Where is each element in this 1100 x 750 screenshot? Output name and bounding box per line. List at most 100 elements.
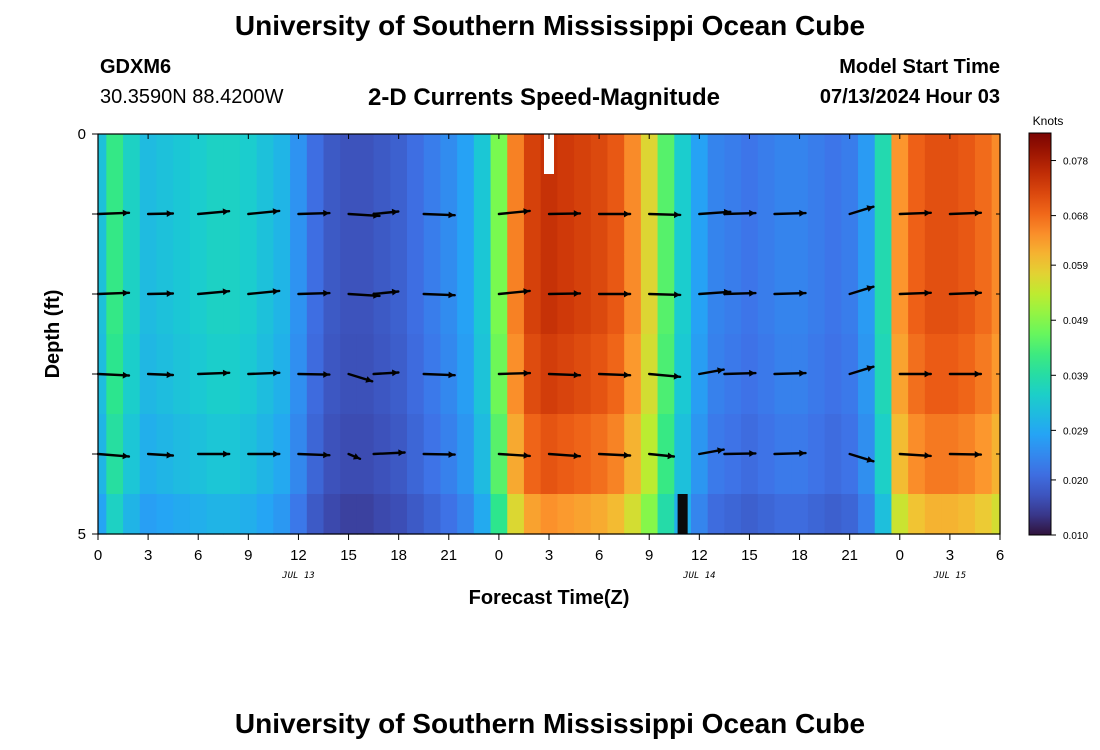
heatmap-cell [874,134,893,175]
heatmap-cell [858,134,876,175]
heatmap-cell [841,494,859,535]
heatmap-cell [791,134,809,175]
heatmap-cell [724,494,742,535]
heatmap-cell [206,494,224,535]
missing-cell [543,134,555,174]
current-vector [422,451,456,458]
heatmap-cell [707,174,725,255]
colorbar-tick-label: 0.078 [1063,157,1088,168]
heatmap-cell [974,334,993,415]
current-vector [247,369,281,377]
heatmap-cell [674,334,692,415]
heatmap-cell [356,134,375,175]
heatmap-cell [390,494,408,535]
heatmap-cell [624,414,642,495]
heatmap-cell [574,494,592,535]
heatmap-cell [807,134,826,175]
current-vector [723,289,757,297]
heatmap-cell [523,494,542,535]
current-vector [422,291,456,299]
current-vector [247,288,281,296]
heatmap-cell [624,174,642,255]
heatmap-cell [974,134,993,175]
current-vector [297,371,331,378]
current-vector [948,370,983,378]
heatmap-cell [757,494,776,535]
heatmap-cell [624,134,642,175]
x-tick-label: 9 [244,547,252,564]
heatmap-cell [807,254,826,335]
current-vector [648,211,682,219]
heatmap-cell [507,134,525,175]
current-vector [898,209,932,217]
heatmap-cell [557,494,575,535]
heatmap-cell [657,414,675,495]
heatmap-cell [123,494,141,535]
heatmap-cell [473,334,492,415]
model-start-value: 07/13/2024 Hour 03 [819,86,1000,108]
heatmap-cell [123,134,141,175]
heatmap-cell [123,414,141,495]
current-vector [372,288,400,296]
heatmap-cell [640,134,659,175]
current-vector [698,447,725,456]
heatmap-cell [657,494,675,535]
heatmap-cell [674,134,692,175]
heatmap-cell [874,494,893,535]
colorbar-ticks: 0.010 0.020 0.029 0.039 0.049 0.059 0.068 0.078 [1051,157,1088,542]
heatmap-cell [223,254,241,335]
heatmap-cell [824,494,842,535]
heatmap-cell [924,134,943,175]
heatmap-cell [908,494,926,535]
heatmap-cell [991,494,1001,535]
heatmap-cell [824,174,842,255]
current-vector [196,208,231,216]
current-vector [372,449,406,457]
heatmap-cell [824,334,842,415]
heatmap-cell [707,254,725,335]
heatmap-cell [507,254,525,335]
heatmap-cell [407,134,425,175]
heatmap-cell [891,494,909,535]
heatmap-cell [473,494,492,535]
heatmap-cell [657,134,675,175]
heatmap-cell [306,494,325,535]
heatmap-cell [858,494,876,535]
x-tick-label: 21 [440,547,457,564]
x-tick-label: 6 [996,547,1004,564]
current-vector [547,371,582,379]
current-vector [848,365,875,376]
heatmap-cell [473,174,492,255]
heatmap-cell [457,334,475,415]
heatmap-cell [98,134,107,175]
heatmap-cell [256,134,274,175]
current-vector [848,452,875,463]
current-vector [848,205,875,216]
current-vector [422,371,456,379]
heatmap-cell [123,174,141,255]
missing-data-cells [543,134,688,534]
colorbar-tick-label: 0.020 [1063,476,1088,487]
heatmap-cell [173,334,191,415]
heatmap-cell [189,494,208,535]
heatmap-cell [540,494,558,535]
heatmap-cell [574,174,592,255]
heatmap-cell [974,174,993,255]
heatmap-cell [674,174,692,255]
heatmap-cell [206,174,224,255]
heatmap-cell [273,174,291,255]
chart-subtitle: 2-D Currents Speed-Magnitude [368,84,721,111]
heatmap-cell [757,334,776,415]
current-vector [948,289,983,297]
colorbar-tick-label: 0.039 [1063,371,1088,382]
heatmap-cell [807,334,826,415]
current-vector [247,208,281,216]
colorbar-gradient [1028,132,1052,536]
heatmap-cell [757,254,776,335]
current-vector [773,449,807,457]
heatmap-cell [223,414,241,495]
current-vector [648,372,682,380]
heatmap-cell [891,134,909,175]
current-vector [297,209,331,217]
current-vector [597,371,632,379]
